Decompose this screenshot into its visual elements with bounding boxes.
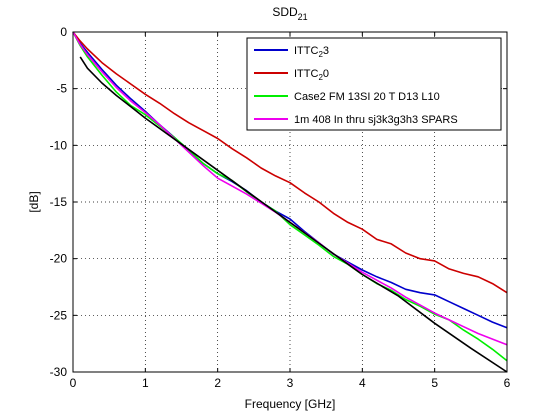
series-line-ittc20 xyxy=(72,31,508,294)
y-tick-label: -10 xyxy=(50,138,68,152)
legend-label-sub: 2 xyxy=(318,50,323,59)
y-tick-label: -5 xyxy=(56,82,67,96)
legend-label-main: Case2 FM 13SI 20 T D13 L10 xyxy=(294,91,440,103)
y-axis-label: [dB] xyxy=(27,191,41,212)
legend-label-sub: 2 xyxy=(318,73,323,82)
legend-box xyxy=(246,37,502,131)
x-axis-label: Frequency [GHz] xyxy=(245,397,336,411)
series-layer xyxy=(72,31,508,373)
chart-title-main: SDD xyxy=(272,5,298,19)
legend-label-tail: 3 xyxy=(323,45,329,57)
x-tick-label: 2 xyxy=(214,376,221,390)
y-tick-label: -15 xyxy=(50,195,68,209)
legend-label: ITTC23 xyxy=(294,45,329,59)
x-tick-label: 3 xyxy=(287,376,294,390)
legend-label-main: ITTC xyxy=(294,45,318,57)
legend-label-main: 1m 408 In thru sj3k3g3h3 SPARS xyxy=(294,114,458,126)
y-tick-label: -30 xyxy=(50,365,68,379)
legend-label: 1m 408 In thru sj3k3g3h3 SPARS xyxy=(294,114,458,126)
y-tick-label: -20 xyxy=(50,252,68,266)
y-tick-label: 0 xyxy=(60,25,67,39)
series-line-ittc23 xyxy=(72,31,508,329)
legend-label: ITTC20 xyxy=(294,68,329,82)
legend-label-main: ITTC xyxy=(294,68,318,80)
ticks: 0 1 2 3 4 5 60-5-10-15-20-25-30 xyxy=(50,25,511,390)
chart-title: SDD21 xyxy=(272,5,307,22)
legend-label: Case2 FM 13SI 20 T D13 L10 xyxy=(294,91,440,103)
y-tick-label: -25 xyxy=(50,308,68,322)
x-tick-label: 5 xyxy=(431,376,438,390)
x-tick-label: 4 xyxy=(359,376,366,390)
legend-label-tail: 0 xyxy=(323,68,329,80)
series-line-reference xyxy=(79,56,508,373)
x-tick-label: 0 xyxy=(70,376,77,390)
chart-title-sub: 21 xyxy=(298,12,308,22)
x-tick-label: 1 xyxy=(142,376,149,390)
x-tick-label: 6 xyxy=(504,376,511,390)
